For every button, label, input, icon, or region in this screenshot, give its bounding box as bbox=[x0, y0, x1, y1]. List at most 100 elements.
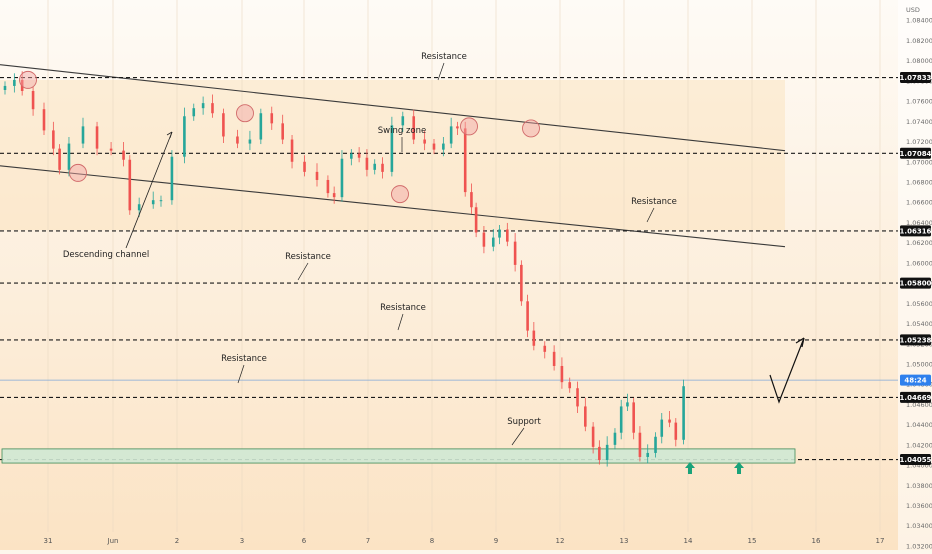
currency-label: USD bbox=[906, 6, 920, 14]
candle-body bbox=[340, 158, 344, 198]
level-price-label: 1.04669 bbox=[900, 394, 932, 402]
y-tick-label: 1.07600 bbox=[906, 98, 932, 106]
level-price-label: 1.05800 bbox=[900, 280, 932, 288]
level-price-badge bbox=[900, 391, 931, 403]
level-price-label: 1.05238 bbox=[900, 336, 932, 344]
candle-body bbox=[498, 229, 501, 238]
x-tick-label: 31 bbox=[44, 537, 53, 545]
swing-point-marker bbox=[69, 163, 87, 182]
level-price-label: 1.07084 bbox=[900, 150, 932, 158]
candle-body bbox=[52, 130, 55, 149]
candle-body bbox=[576, 388, 579, 407]
candle-body bbox=[192, 108, 196, 117]
candle-body bbox=[3, 85, 7, 90]
level-price-label: 1.04055 bbox=[900, 456, 932, 464]
candle-body bbox=[491, 237, 495, 247]
y-tick-label: 1.04000 bbox=[906, 462, 932, 470]
candle-body bbox=[412, 116, 416, 140]
y-tick-label: 1.06600 bbox=[906, 199, 932, 207]
x-tick-label: 17 bbox=[876, 537, 885, 545]
candle-body bbox=[109, 148, 113, 151]
candle-body bbox=[390, 125, 394, 172]
candle-body bbox=[591, 426, 595, 447]
candle-body bbox=[470, 192, 473, 208]
projection-arrowhead bbox=[795, 337, 805, 348]
x-tick-label: 2 bbox=[175, 537, 179, 545]
candle-body bbox=[442, 143, 445, 150]
y-tick-label: 1.04400 bbox=[906, 421, 932, 429]
candle-body bbox=[326, 179, 330, 194]
candle-body bbox=[170, 156, 174, 201]
annotation-pointer-head bbox=[166, 131, 173, 139]
candle-body bbox=[159, 200, 163, 202]
x-tick-label: Jun bbox=[107, 537, 119, 545]
x-tick-label: 9 bbox=[494, 537, 498, 545]
y-tick-label: 1.06000 bbox=[906, 259, 932, 267]
candle-body bbox=[520, 264, 523, 302]
candle-body bbox=[568, 382, 572, 389]
candle-body bbox=[350, 153, 353, 159]
candle-body bbox=[605, 444, 609, 461]
candle-body bbox=[674, 422, 678, 440]
annotation-pointer bbox=[125, 131, 173, 249]
candle-body bbox=[373, 163, 377, 170]
candle-body bbox=[560, 365, 564, 383]
annotation-resistance-right: Resistance bbox=[631, 197, 677, 207]
candle-body bbox=[270, 113, 274, 124]
candle-body bbox=[552, 351, 556, 366]
y-tick-label: 1.07400 bbox=[906, 118, 932, 126]
candle-body bbox=[506, 229, 509, 242]
candle-body bbox=[423, 139, 426, 144]
annotation-resistance-2: Resistance bbox=[380, 303, 426, 313]
swing-point-marker bbox=[522, 119, 540, 138]
projection-path bbox=[769, 337, 805, 404]
level-price-label: 1.07833 bbox=[900, 74, 932, 82]
candle-body bbox=[248, 139, 252, 144]
annotation-pointer bbox=[511, 427, 525, 446]
candle-body bbox=[151, 200, 155, 205]
candle-body bbox=[42, 109, 46, 131]
candle-body bbox=[81, 126, 85, 144]
candle-body bbox=[456, 126, 459, 129]
candle-body bbox=[31, 90, 35, 110]
level-price-badge bbox=[900, 334, 931, 346]
candle-body bbox=[526, 301, 529, 331]
y-tick-label: 1.06800 bbox=[906, 178, 932, 186]
annotation-pointer bbox=[297, 262, 309, 281]
up-arrow-marker bbox=[734, 462, 744, 474]
current-price-badge bbox=[900, 374, 931, 386]
candle-body bbox=[259, 113, 263, 140]
candle-body bbox=[626, 402, 629, 407]
level-price-label: 1.06316 bbox=[900, 227, 932, 235]
annotation-pointer bbox=[437, 62, 445, 81]
swing-point-marker bbox=[460, 117, 478, 136]
annotation-resistance-top: Resistance bbox=[421, 52, 467, 62]
swing-point-marker bbox=[391, 185, 409, 204]
candle-body bbox=[532, 330, 536, 346]
annotation-pointer bbox=[237, 364, 245, 384]
y-tick-label: 1.06400 bbox=[906, 219, 932, 227]
candle-body bbox=[95, 126, 99, 149]
candle-body bbox=[67, 143, 71, 170]
candle-body bbox=[584, 406, 587, 427]
candle-body bbox=[122, 150, 125, 160]
candle-body bbox=[183, 116, 186, 157]
support-zone bbox=[1, 448, 796, 464]
annotation-swing-zone: Swing zone bbox=[378, 126, 426, 136]
y-tick-label: 1.07200 bbox=[906, 138, 932, 146]
candle-body bbox=[401, 116, 405, 126]
annotation-pointer bbox=[397, 313, 404, 331]
annotation-resistance-3: Resistance bbox=[221, 354, 267, 364]
level-price-badge bbox=[900, 277, 931, 289]
y-tick-label: 1.08400 bbox=[906, 17, 932, 25]
y-tick-label: 1.05600 bbox=[906, 300, 932, 308]
annotation-support: Support bbox=[507, 417, 541, 427]
candle-body bbox=[474, 207, 478, 233]
y-tick-label: 1.03400 bbox=[906, 522, 932, 530]
swing-point-marker bbox=[19, 70, 37, 89]
candle-body bbox=[281, 123, 284, 140]
candle-body bbox=[682, 386, 685, 440]
candle-body bbox=[449, 126, 453, 144]
y-tick-label: 1.03200 bbox=[906, 542, 932, 550]
